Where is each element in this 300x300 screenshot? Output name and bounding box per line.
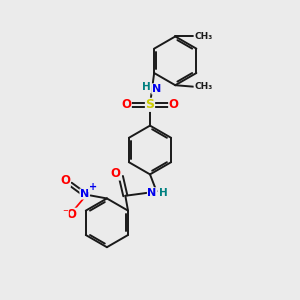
Text: H: H bbox=[159, 188, 167, 198]
Text: CH₃: CH₃ bbox=[194, 82, 212, 91]
Text: O: O bbox=[169, 98, 179, 111]
Text: O: O bbox=[60, 174, 70, 187]
Text: H: H bbox=[142, 82, 151, 92]
Text: ⁻: ⁻ bbox=[62, 208, 68, 218]
Text: +: + bbox=[88, 182, 97, 192]
Text: O: O bbox=[67, 208, 77, 221]
Text: S: S bbox=[146, 98, 154, 111]
Text: N: N bbox=[148, 188, 157, 198]
Text: CH₃: CH₃ bbox=[194, 32, 212, 41]
Text: O: O bbox=[110, 167, 121, 180]
Text: N: N bbox=[80, 189, 89, 199]
Text: O: O bbox=[121, 98, 131, 111]
Text: N: N bbox=[152, 84, 161, 94]
